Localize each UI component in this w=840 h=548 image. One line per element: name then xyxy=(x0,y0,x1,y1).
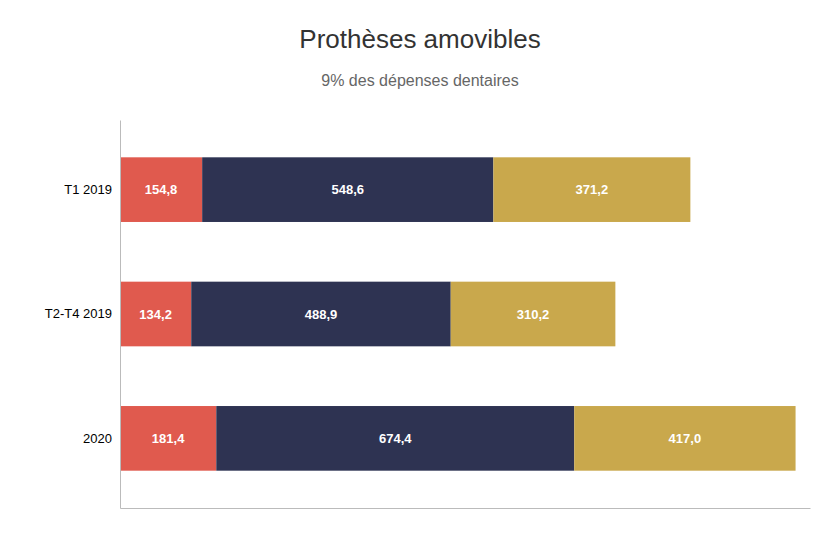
data-label: 371,2 xyxy=(576,182,609,197)
bar-segment xyxy=(574,406,795,471)
y-axis: 2020 T2-T4 2019 T1 2019 xyxy=(45,121,121,509)
tick: 2020 xyxy=(83,431,112,446)
bar-segment xyxy=(120,282,191,347)
data-label: 181,4 xyxy=(152,431,185,446)
data-label: 488,9 xyxy=(305,307,338,322)
data-label: 548,6 xyxy=(331,182,364,197)
title: Prothèses amovibles xyxy=(299,24,540,54)
bar-segment xyxy=(216,406,574,471)
tick-label: T1 2019 xyxy=(64,182,112,197)
bars xyxy=(120,157,796,470)
bar-segment xyxy=(451,282,616,347)
tick-label: T2-T4 2019 xyxy=(45,306,112,321)
subtitle: 9% des dépenses dentaires xyxy=(321,72,518,89)
chart: Prothèses amovibles 9% des dépenses denta… xyxy=(0,0,840,548)
data-label: 134,2 xyxy=(139,307,172,322)
bar-segment xyxy=(493,157,690,222)
tick-label: 2020 xyxy=(83,431,112,446)
tick: T1 2019 xyxy=(64,182,112,197)
axis-line xyxy=(120,121,121,509)
bar-segment xyxy=(202,157,493,222)
bar-segment xyxy=(120,406,216,471)
bar-segment xyxy=(191,282,450,347)
data-label: 674,4 xyxy=(379,431,412,446)
data-label: 154,8 xyxy=(145,182,178,197)
axis-line xyxy=(121,508,811,509)
data-labels: 181,4 134,2 154,8 674,4 488,9 548,6 417,0 310,2… xyxy=(139,182,701,446)
x-axis xyxy=(121,508,811,509)
data-label: 417,0 xyxy=(669,431,702,446)
bar-segment xyxy=(120,157,202,222)
tick: T2-T4 2019 xyxy=(45,306,112,321)
data-label: 310,2 xyxy=(517,307,550,322)
